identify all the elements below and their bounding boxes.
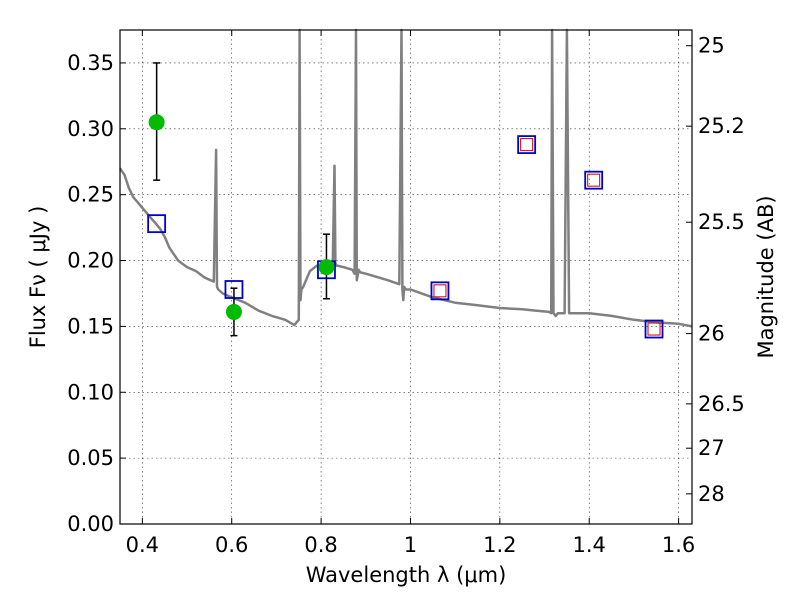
y-tick-label: 0.30 xyxy=(67,117,114,141)
model-photometry-square xyxy=(147,214,167,234)
y-axis-right-label: Magnitude (AB) xyxy=(754,195,778,358)
right-tick-label: 27 xyxy=(698,436,725,460)
model-photometry-square xyxy=(644,319,664,339)
right-tick-label: 25 xyxy=(698,34,725,58)
axis-ticks: 0.4 0.6 0.8 1 1.2 1.4 1.6 0.00 0.05 0.10 0.15 0.20 0… xyxy=(67,30,745,557)
y-tick-label: 0.25 xyxy=(67,183,114,207)
series-layer xyxy=(118,28,693,339)
right-tick-label: 28 xyxy=(698,482,725,506)
x-tick-label: 0.6 xyxy=(215,533,248,557)
band-limit-square xyxy=(587,173,601,187)
model-photometry-square xyxy=(584,170,604,190)
model-spectrum-line xyxy=(118,28,693,328)
y-axis-label: Flux Fν ( μJy ) xyxy=(26,206,50,349)
x-tick-label: 1 xyxy=(404,533,417,557)
x-axis-label: Wavelength λ (μm) xyxy=(306,563,507,587)
y-tick-label: 0.35 xyxy=(67,51,114,75)
y-tick-label: 0.05 xyxy=(67,446,114,470)
model-photometry-square xyxy=(430,281,450,301)
plot-frame xyxy=(119,29,693,525)
x-tick-label: 1.6 xyxy=(662,533,695,557)
right-tick-label: 26.5 xyxy=(698,392,745,416)
observed-point xyxy=(148,114,165,131)
y-tick-label: 0.10 xyxy=(67,380,114,404)
x-tick-label: 0.4 xyxy=(126,533,159,557)
band-limit-square xyxy=(520,138,534,152)
x-tick-label: 1.2 xyxy=(483,533,516,557)
right-tick-label: 25.2 xyxy=(698,114,745,138)
observed-point xyxy=(318,259,335,276)
model-photometry-square xyxy=(517,135,537,155)
right-tick-label: 25.5 xyxy=(698,210,745,234)
band-limit-square xyxy=(647,322,661,336)
y-tick-label: 0.15 xyxy=(67,314,114,338)
observed-point xyxy=(225,303,242,320)
x-tick-label: 1.4 xyxy=(573,533,606,557)
y-tick-label: 0.20 xyxy=(67,249,114,273)
x-tick-label: 0.8 xyxy=(304,533,337,557)
y-tick-label: 0.00 xyxy=(67,512,114,536)
band-limit-square xyxy=(433,284,447,298)
right-tick-label: 26 xyxy=(698,322,725,346)
